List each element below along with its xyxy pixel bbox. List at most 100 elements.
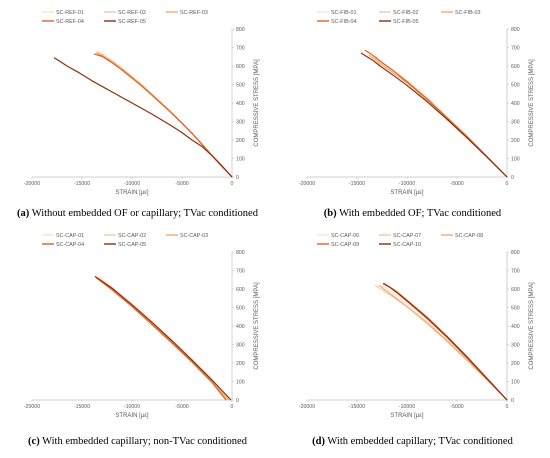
chart-c-x-tick-label: -20000: [24, 404, 40, 410]
chart-b-legend-label: SC-FIB-04: [331, 19, 356, 25]
chart-c-x-tick-label: -5000: [175, 404, 188, 410]
chart-d-x-axis-title: STRAIN [με]: [390, 413, 423, 419]
chart-c-legend-label: SC-CAP-01: [56, 233, 84, 239]
chart-d-x-tick-label: -5000: [450, 404, 463, 410]
chart-panel-c: -20000 -15000 -10000 -5000 0 0 100 200 300 400 500…: [2, 225, 266, 443]
chart-c-y-tick-label: 100: [236, 379, 245, 385]
chart-b-legend-label: SC-FIB-02: [393, 10, 418, 16]
chart-d-y-tick-label: 200: [511, 361, 520, 367]
chart-a-legend-label: SC-REF-04: [56, 19, 84, 25]
chart-d-series-line-sc-cap-08: [378, 284, 508, 401]
chart-c-y-tick-label: 700: [236, 268, 245, 274]
caption-c: (c) With embedded capillary; non-TVac co…: [0, 436, 275, 447]
chart-a-legend-label: SC-REF-05: [118, 19, 146, 25]
caption-b-label: (b): [323, 208, 337, 219]
chart-c-x-axis-title: STRAIN [με]: [115, 413, 148, 419]
caption-a: (a) Without embedded OF or capillary; TV…: [0, 208, 275, 219]
chart-a-y-tick-label: 500: [236, 82, 245, 88]
chart-b-x-tick-label: -10000: [399, 181, 415, 187]
chart-c-series-line-sc-cap-02: [96, 277, 230, 401]
chart-c-y-tick-label: 0: [236, 398, 239, 404]
chart-a-series-line-sc-ref-04: [93, 53, 233, 178]
chart-b-legend-label: SC-FIB-03: [455, 10, 480, 16]
caption-a-label: (a): [17, 208, 30, 219]
chart-c-y-tick-label: 500: [236, 305, 245, 311]
chart-b-y-tick-label: 700: [511, 45, 520, 51]
chart-d-legend-label: SC-CAP-06: [331, 233, 359, 239]
chart-d-series-line-sc-cap-10: [382, 282, 508, 401]
chart-b-svg: -20000 -15000 -10000 -5000 00 100 200 300 400 500…: [299, 10, 535, 196]
chart-panel-a: -20000 -15000 -10000 -5000 0 0 100 200 300 400 500…: [2, 2, 266, 220]
caption-d: (d) With embedded capillary; TVac condit…: [275, 436, 550, 447]
chart-b-legend-label: SC-FIB-01: [331, 10, 356, 16]
chart-a-x-axis-title: STRAIN [με]: [115, 190, 148, 196]
chart-panel-d: -20000 -15000 -10000 -5000 0 0 100 200 300 400 500…: [277, 225, 541, 443]
chart-d-y-tick-label: 800: [511, 250, 520, 256]
chart-c-legend-label: SC-CAP-03: [180, 233, 208, 239]
chart-b-y-tick-label: 400: [511, 101, 520, 107]
chart-c-y-tick-label: 800: [236, 250, 245, 256]
chart-a-series-line-sc-ref-05: [53, 57, 233, 178]
chart-d-y-tick-label: 300: [511, 342, 520, 348]
chart-c-x-tick-label: -15000: [74, 404, 90, 410]
chart-c-y-tick-label: 400: [236, 324, 245, 330]
chart-b-y-tick-label: 300: [511, 119, 520, 125]
chart-a-y-tick-label: 0: [236, 175, 239, 181]
chart-c-series-line-sc-cap-04: [95, 277, 227, 401]
chart-b-y-axis-title: COMPRESSIVE STRESS [MPA]: [529, 59, 535, 147]
chart-a-y-tick-label: 300: [236, 119, 245, 125]
chart-a-y-tick-label: 100: [236, 156, 245, 162]
chart-a-x-tick-label: -15000: [74, 181, 90, 187]
chart-c-y-axis-title: COMPRESSIVE STRESS [MPA]: [254, 282, 260, 370]
caption-d-text: With embedded capillary; TVac conditione…: [325, 436, 513, 447]
chart-d-legend-label: SC-CAP-09: [331, 242, 359, 248]
chart-b-x-tick-label: 0: [506, 181, 509, 187]
chart-a-x-tick-label: -20000: [24, 181, 40, 187]
chart-a-y-tick-label: 800: [236, 27, 245, 33]
chart-d-y-tick-label: 100: [511, 379, 520, 385]
caption-c-text: With embedded capillary; non-TVac condit…: [39, 436, 247, 447]
chart-d-x-tick-label: -20000: [299, 404, 315, 410]
chart-a-y-tick-label: 600: [236, 64, 245, 70]
chart-b-y-tick-label: 500: [511, 82, 520, 88]
chart-c-y-tick-label: 600: [236, 287, 245, 293]
chart-c-svg: -20000 -15000 -10000 -5000 00 100 200 300 400 500…: [24, 233, 260, 419]
caption-b-text: With embedded OF; TVac conditioned: [336, 208, 502, 219]
chart-b-y-tick-label: 200: [511, 138, 520, 144]
chart-b-legend-label: SC-FIB-05: [393, 19, 418, 25]
chart-c-x-tick-label: 0: [231, 404, 234, 410]
chart-c-x-tick-label: -10000: [124, 404, 140, 410]
chart-b-y-tick-label: 600: [511, 64, 520, 70]
chart-d-y-tick-label: 500: [511, 305, 520, 311]
chart-c-legend-label: SC-CAP-05: [118, 242, 146, 248]
chart-d-legend-label: SC-CAP-08: [455, 233, 483, 239]
chart-d-y-tick-label: 0: [511, 398, 514, 404]
chart-d-x-tick-label: 0: [506, 404, 509, 410]
chart-d-series-line-sc-cap-09: [383, 282, 508, 401]
chart-panel-b: -20000 -15000 -10000 -5000 0 0 100 200 300 400 500…: [277, 2, 541, 220]
chart-d-x-tick-label: -10000: [399, 404, 415, 410]
chart-a-legend-label: SC-REF-02: [118, 10, 146, 16]
chart-d-svg: -20000 -15000 -10000 -5000 00 100 200 300 400 500…: [299, 233, 535, 419]
chart-a-legend-label: SC-REF-01: [56, 10, 84, 16]
chart-b-x-tick-label: -20000: [299, 181, 315, 187]
chart-b-series-line-sc-fib-05: [360, 52, 508, 178]
caption-b: (b) With embedded OF; TVac conditioned: [275, 208, 550, 219]
chart-b-x-tick-label: -15000: [349, 181, 365, 187]
chart-c-legend-label: SC-CAP-04: [56, 242, 84, 248]
chart-c-series-line-sc-cap-05: [94, 275, 232, 401]
chart-b-series-line-sc-fib-04: [364, 49, 508, 178]
chart-a-y-tick-label: 700: [236, 45, 245, 51]
chart-c-y-tick-label: 300: [236, 342, 245, 348]
chart-b-x-axis-title: STRAIN [με]: [390, 190, 423, 196]
caption-a-text: Without embedded OF or capillary; TVac c…: [29, 208, 258, 219]
chart-a-x-tick-label: 0: [231, 181, 234, 187]
chart-d-y-tick-label: 600: [511, 287, 520, 293]
chart-d-series-line-sc-cap-07: [374, 284, 508, 401]
caption-c-label: (c): [28, 436, 40, 447]
chart-b-x-tick-label: -5000: [450, 181, 463, 187]
caption-d-label: (d): [312, 436, 325, 447]
chart-a-x-tick-label: -5000: [175, 181, 188, 187]
chart-a-x-tick-label: -10000: [124, 181, 140, 187]
chart-c-y-tick-label: 200: [236, 361, 245, 367]
